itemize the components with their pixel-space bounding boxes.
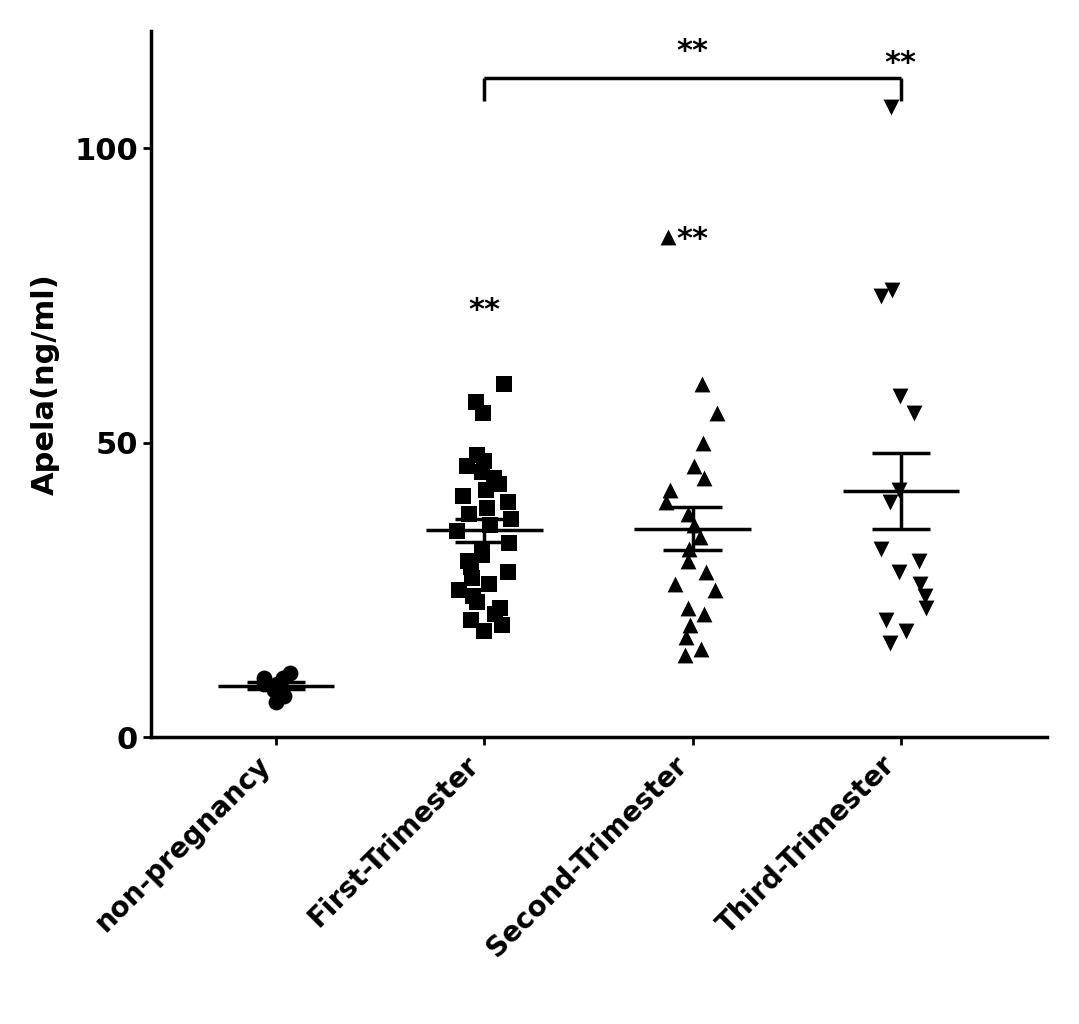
- Point: [463, 558, 480, 574]
- Point: [460, 505, 477, 521]
- Point: [448, 523, 465, 540]
- Point: [682, 617, 699, 634]
- Point: [274, 670, 291, 686]
- Point: [709, 406, 726, 422]
- Point: [265, 682, 283, 698]
- Point: [917, 599, 934, 615]
- Point: [916, 588, 933, 604]
- Point: [454, 487, 472, 504]
- Point: [693, 641, 710, 657]
- Point: [468, 446, 486, 463]
- Point: [657, 494, 674, 510]
- Point: [487, 605, 504, 622]
- Point: [475, 406, 492, 422]
- Point: [450, 582, 467, 598]
- Point: [275, 688, 292, 705]
- Text: **: **: [677, 225, 709, 254]
- Point: [493, 617, 510, 634]
- Point: [473, 541, 490, 557]
- Point: [659, 228, 677, 245]
- Point: [459, 459, 476, 475]
- Point: [890, 481, 907, 498]
- Point: [481, 517, 498, 534]
- Point: [696, 605, 713, 622]
- Y-axis label: Apela(ng/ml): Apela(ng/ml): [31, 273, 60, 495]
- Point: [465, 588, 482, 604]
- Point: [477, 481, 494, 498]
- Point: [884, 282, 901, 298]
- Point: [882, 635, 899, 651]
- Point: [911, 575, 928, 592]
- Point: [898, 623, 915, 639]
- Point: [491, 599, 508, 615]
- Point: [679, 599, 696, 615]
- Point: [474, 464, 491, 480]
- Point: [692, 528, 709, 545]
- Point: [500, 564, 517, 581]
- Text: **: **: [677, 37, 709, 66]
- Point: [478, 500, 495, 516]
- Point: [463, 570, 480, 587]
- Point: [882, 494, 899, 510]
- Point: [475, 453, 492, 469]
- Point: [685, 459, 702, 475]
- Point: [677, 629, 694, 645]
- Point: [695, 434, 712, 451]
- Point: [695, 470, 712, 486]
- Point: [495, 376, 513, 392]
- Point: [706, 582, 723, 598]
- Text: **: **: [885, 49, 917, 78]
- Point: [873, 288, 890, 304]
- Point: [459, 553, 476, 569]
- Point: [462, 611, 479, 628]
- Point: [675, 647, 693, 664]
- Point: [667, 575, 684, 592]
- Point: [883, 99, 900, 116]
- Point: [694, 376, 711, 392]
- Point: [501, 535, 518, 551]
- Point: [473, 547, 490, 563]
- Point: [890, 564, 907, 581]
- Point: [500, 494, 517, 510]
- Point: [680, 505, 697, 521]
- Point: [502, 511, 519, 527]
- Point: [891, 387, 909, 403]
- Point: [911, 553, 928, 569]
- Point: [486, 470, 503, 486]
- Point: [255, 676, 272, 692]
- Point: [680, 553, 697, 569]
- Point: [282, 665, 299, 681]
- Point: [269, 676, 286, 692]
- Point: [480, 575, 497, 592]
- Point: [255, 670, 272, 686]
- Point: [685, 517, 702, 534]
- Point: [697, 564, 714, 581]
- Point: [661, 481, 679, 498]
- Point: [680, 541, 697, 557]
- Point: [905, 406, 923, 422]
- Point: [268, 694, 285, 711]
- Point: [468, 393, 486, 410]
- Point: [872, 541, 889, 557]
- Point: [476, 623, 493, 639]
- Text: **: **: [468, 296, 501, 326]
- Point: [468, 594, 486, 610]
- Point: [878, 611, 896, 628]
- Point: [490, 476, 507, 493]
